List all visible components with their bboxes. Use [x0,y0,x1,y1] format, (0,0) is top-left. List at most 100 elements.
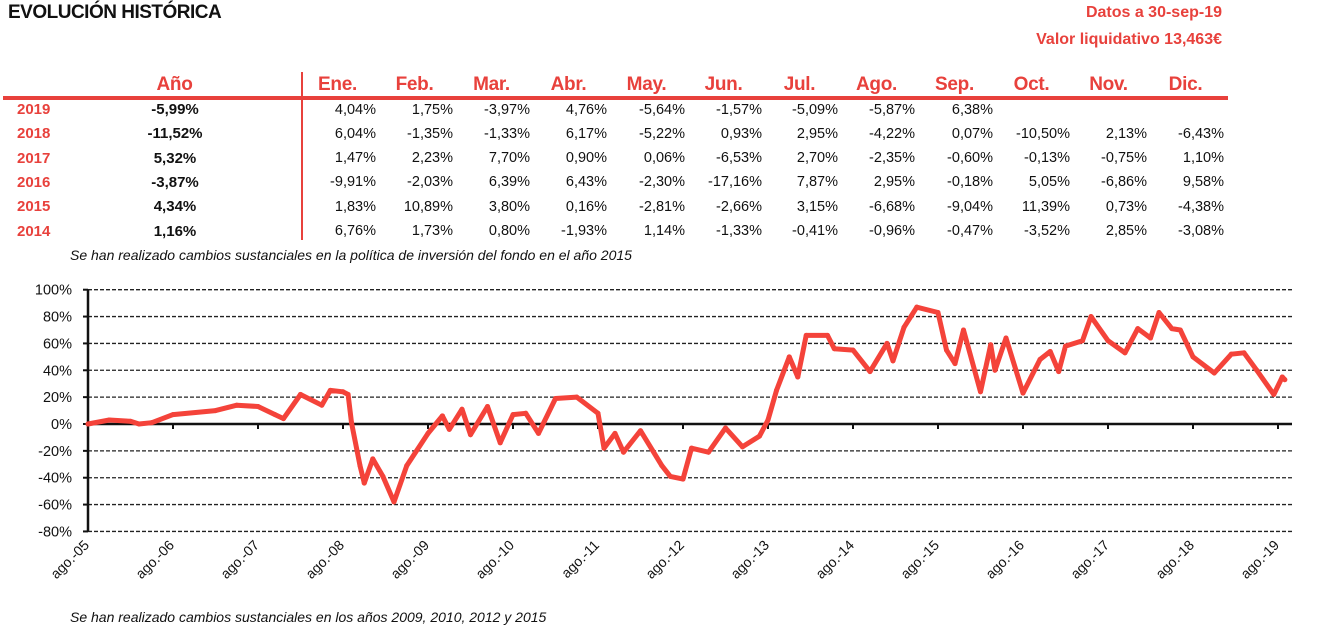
monthly-return: -10,50% [1015,125,1070,142]
series-line [85,304,1288,505]
y-tick-label: 100% [35,283,72,299]
data-point [340,389,346,395]
data-point [757,433,762,439]
monthly-return: -2,81% [639,198,685,215]
data-point [988,342,994,348]
monthly-return: 0,80% [488,223,530,239]
monthly-return: 5,05% [1028,174,1070,191]
monthly-return: 2,70% [796,150,838,167]
monthly-return: -5,22% [639,125,685,142]
data-point [786,354,792,360]
data-point [1037,357,1043,363]
data-point [831,346,837,352]
x-tick-label: ago.-09 [387,537,432,582]
data-point [361,480,367,486]
monthly-return: -5,09% [792,101,838,118]
monthly-return: -3,08% [1178,223,1224,239]
month-header: Jul. [783,74,816,95]
monthly-return: 6,17% [565,125,607,142]
data-point [1169,326,1175,332]
data-point [914,304,920,310]
row-annual-return: 5,32% [153,149,197,167]
month-header: Oct. [1013,74,1050,95]
monthly-return: 3,15% [796,198,838,215]
x-tick-label: ago.-07 [217,537,262,582]
y-tick-label: 0% [51,417,72,433]
data-point [612,430,618,436]
data-point [1063,343,1068,349]
row-year: 2018 [17,125,51,143]
month-header: Ago. [855,74,897,95]
monthly-return: 1,10% [1182,150,1224,167]
data-point [638,428,643,434]
y-tick-label: -60% [38,498,72,514]
monthly-return: -0,60% [947,150,993,167]
data-point [349,420,354,426]
returns-table: Año Ene. Feb. Mar. Abr. May. Jun. Jul. Ago. Sep.… [0,70,1332,250]
data-point [536,430,541,436]
data-point [255,404,261,410]
data-point [1056,369,1062,375]
monthly-return: 1,14% [643,223,685,239]
row-annual-return: -3,87% [151,173,199,191]
data-point [1047,348,1053,354]
data-point [574,394,580,400]
monthly-return: 2,23% [411,150,453,167]
data-point [765,417,771,423]
monthly-return: 7,87% [796,174,838,191]
monthly-return: 3,80% [488,198,530,215]
data-point [689,445,694,451]
data-point [523,410,529,416]
x-tick-label: ago.-16 [982,537,1027,582]
data-point [978,389,983,395]
month-header: Feb. [395,74,434,95]
monthly-return: -1,33% [484,125,530,142]
data-point [497,440,503,446]
data-point [595,410,601,416]
monthly-return: 0,90% [565,150,607,167]
row-annual-return: 4,34% [153,198,197,216]
data-point [149,420,155,426]
x-tick-label: ago.-19 [1237,537,1282,582]
monthly-return: 1,73% [411,223,453,239]
data-point [439,413,445,419]
monthly-return: -5,64% [639,101,685,118]
data-point [510,412,516,418]
data-point [1003,335,1009,341]
chart-note: Se han realizado cambios sustanciales en… [70,609,547,625]
monthly-return: 1,75% [411,101,453,118]
column-divider [301,72,303,240]
monthly-return: -2,30% [639,174,685,191]
x-tick-label: ago.-18 [1152,537,1197,582]
monthly-return: -3,97% [484,101,530,118]
data-point [992,367,998,373]
data-point [1254,367,1260,373]
net-asset-value: Valor liquidativo 13,463€ [1036,31,1222,48]
data-point [795,374,801,380]
month-header: Jun. [704,74,743,95]
x-tick-label: ago.-17 [1067,537,1112,582]
x-tick-label: ago.-10 [472,537,517,582]
monthly-return: -9,04% [947,198,993,215]
data-point [803,332,809,338]
monthly-return: -6,43% [1178,125,1224,142]
data-point [272,412,278,418]
year-header: Año [156,74,193,95]
monthly-return: 9,58% [1182,174,1224,191]
y-tick-label: -40% [38,471,72,487]
data-point [357,463,363,469]
monthly-return: 0,16% [565,198,607,215]
data-point [404,463,410,469]
monthly-return: 0,93% [720,125,762,142]
data-point [890,358,896,364]
data-point [1156,310,1162,316]
data-point [1122,350,1128,356]
data-point [1105,338,1111,344]
data-point [774,387,779,393]
data-point [1020,390,1026,396]
x-tick-label: ago.-14 [812,537,857,582]
monthly-return: 2,95% [796,125,838,142]
y-tick-label: 20% [43,390,72,406]
policy-note: Se han realizado cambios sustanciales en… [70,247,632,263]
monthly-return: 2,95% [873,174,915,191]
